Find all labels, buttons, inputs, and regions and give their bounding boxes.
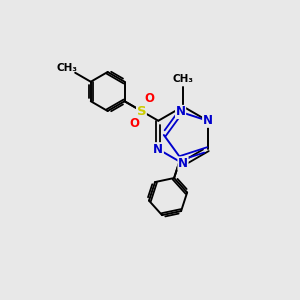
Text: O: O — [144, 92, 154, 104]
Text: S: S — [136, 104, 146, 118]
Text: N: N — [178, 157, 188, 170]
Text: N: N — [176, 105, 186, 119]
Text: N: N — [203, 114, 213, 127]
Text: CH₃: CH₃ — [57, 63, 78, 73]
Text: CH₃: CH₃ — [172, 74, 194, 84]
Text: O: O — [129, 118, 139, 130]
Text: N: N — [153, 143, 163, 156]
